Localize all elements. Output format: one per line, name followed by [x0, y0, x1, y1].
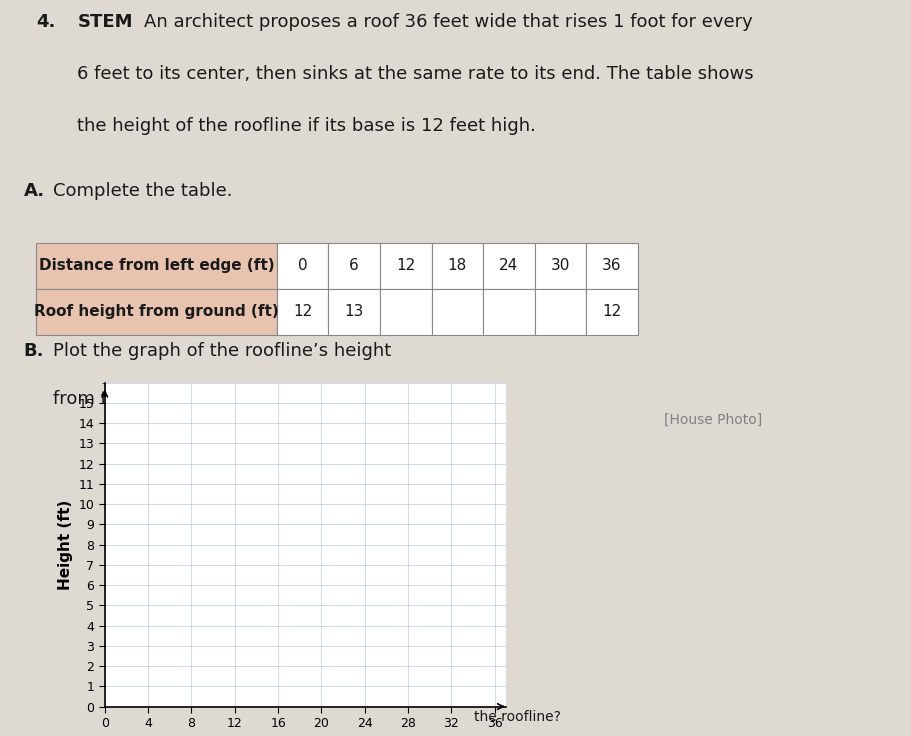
- Text: 18: 18: [447, 258, 467, 273]
- Text: 6 feet to its center, then sinks at the same rate to its end. The table shows: 6 feet to its center, then sinks at the …: [77, 65, 754, 82]
- Bar: [483, 289, 535, 335]
- Bar: [432, 243, 483, 289]
- Bar: [329, 243, 380, 289]
- Text: the height of the roofline if its base is 12 feet high.: the height of the roofline if its base i…: [77, 116, 537, 135]
- Bar: [432, 289, 483, 335]
- Text: STEM: STEM: [77, 13, 133, 31]
- Bar: [535, 289, 586, 335]
- Text: 4.: 4.: [36, 13, 56, 31]
- Text: A.: A.: [24, 183, 45, 200]
- Bar: [380, 243, 432, 289]
- Text: 36: 36: [602, 258, 621, 273]
- Text: An architect proposes a roof 36 feet wide that rises 1 foot for every: An architect proposes a roof 36 feet wid…: [144, 13, 752, 31]
- Bar: [277, 243, 329, 289]
- Bar: [535, 243, 586, 289]
- Text: [House Photo]: [House Photo]: [664, 412, 762, 427]
- Y-axis label: Height (ft): Height (ft): [58, 500, 73, 590]
- Bar: [586, 289, 638, 335]
- Text: Distance from left edge (ft): Distance from left edge (ft): [39, 258, 274, 273]
- Text: Plot the graph of the roofline’s height: Plot the graph of the roofline’s height: [53, 342, 392, 360]
- Text: 12: 12: [396, 258, 415, 273]
- Bar: [329, 289, 380, 335]
- Text: Roof height from ground (ft): Roof height from ground (ft): [35, 305, 279, 319]
- Text: the roofline?: the roofline?: [474, 710, 560, 724]
- Text: 24: 24: [499, 258, 518, 273]
- Bar: [277, 289, 329, 335]
- Text: 30: 30: [551, 258, 570, 273]
- Bar: [36, 243, 277, 289]
- Text: from the data in the table.: from the data in the table.: [53, 390, 292, 408]
- Text: 13: 13: [344, 305, 363, 319]
- Bar: [36, 289, 277, 335]
- Text: B.: B.: [24, 342, 45, 360]
- Text: Complete the table.: Complete the table.: [53, 183, 233, 200]
- Bar: [380, 289, 432, 335]
- Text: 6: 6: [350, 258, 359, 273]
- Bar: [483, 243, 535, 289]
- Text: 12: 12: [602, 305, 621, 319]
- Text: 0: 0: [298, 258, 308, 273]
- Bar: [586, 243, 638, 289]
- Text: 12: 12: [293, 305, 312, 319]
